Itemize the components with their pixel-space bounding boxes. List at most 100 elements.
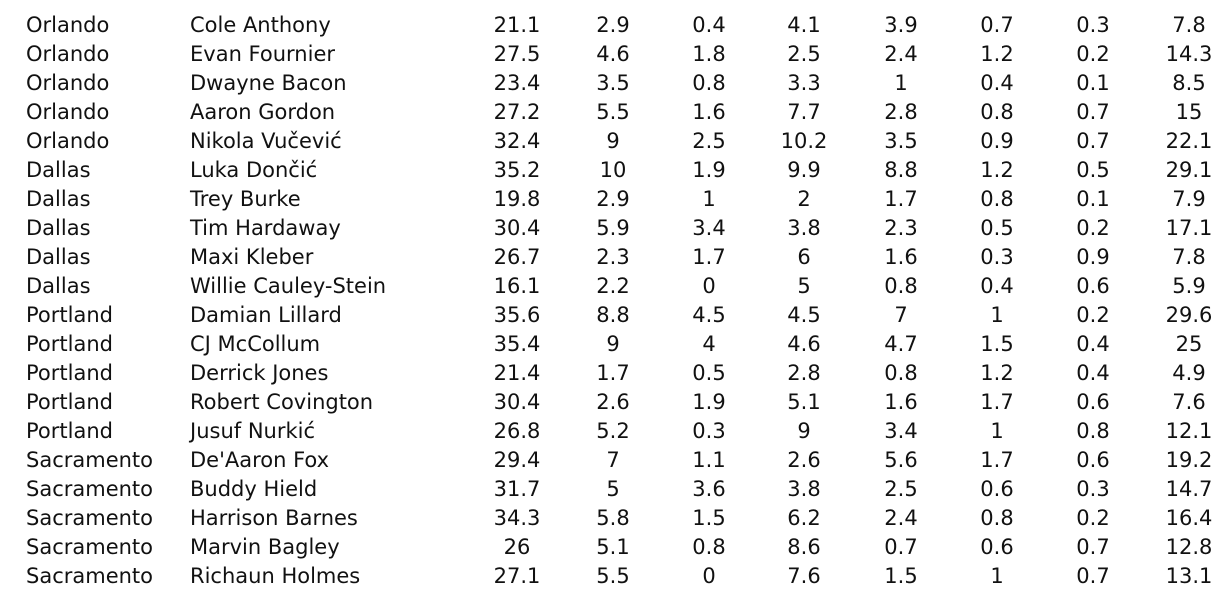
stat-cell: 3.5 <box>596 71 630 95</box>
stat-cell: 30.4 <box>493 216 541 240</box>
stat-cell: 1.9 <box>692 158 726 182</box>
stat-cell: 0.6 <box>1076 274 1110 298</box>
stat-cell: 12.1 <box>1165 419 1213 443</box>
stat-cell: 8.5 <box>1172 71 1206 95</box>
table-row: Portland Damian Lillard 35.6 8.8 4.5 4.5 7 1 0.2… <box>0 301 1221 330</box>
stat-cell: 31.7 <box>493 477 541 501</box>
stat-cell: 30.4 <box>493 390 541 414</box>
team-cell: Sacramento <box>26 506 154 530</box>
stat-cell: 5 <box>797 274 811 298</box>
stat-cell: 2 <box>797 187 811 211</box>
stat-cell: 0 <box>702 564 716 588</box>
stat-cell: 1 <box>990 303 1004 327</box>
stat-cell: 0.6 <box>980 477 1014 501</box>
stat-cell: 32.4 <box>493 129 541 153</box>
stat-cell: 19.8 <box>493 187 541 211</box>
table-row: Dallas Tim Hardaway 30.4 5.9 3.4 3.8 2.3 0.5 0.2… <box>0 214 1221 243</box>
stat-cell: 35.2 <box>493 158 541 182</box>
stat-cell: 29.1 <box>1165 158 1213 182</box>
stat-cell: 7.6 <box>787 564 821 588</box>
stat-cell: 7.9 <box>1172 187 1206 211</box>
stat-cell: 7.6 <box>1172 390 1206 414</box>
stat-cell: 2.5 <box>692 129 726 153</box>
table-row: Portland Derrick Jones 21.4 1.7 0.5 2.8 0.8 1.2… <box>0 359 1221 388</box>
player-cell: Richaun Holmes <box>190 564 361 588</box>
player-cell: Buddy Hield <box>190 477 318 501</box>
stat-cell: 0.4 <box>980 274 1014 298</box>
stat-cell: 9 <box>606 129 620 153</box>
stat-cell: 35.6 <box>493 303 541 327</box>
table-row: Dallas Luka Dončić 35.2 10 1.9 9.9 8.8 1.2 0.5 29… <box>0 156 1221 185</box>
player-cell: Harrison Barnes <box>190 506 358 530</box>
player-cell: Luka Dončić <box>190 158 318 182</box>
stat-cell: 0.3 <box>692 419 726 443</box>
stat-cell: 0.3 <box>1076 477 1110 501</box>
stat-cell: 5.9 <box>596 216 630 240</box>
table-row: Sacramento Marvin Bagley 26 5.1 0.8 8.6 0.7 0.6… <box>0 533 1221 562</box>
stat-cell: 5.5 <box>596 100 630 124</box>
stat-cell: 3.8 <box>787 477 821 501</box>
table-row: Orlando Evan Fournier 27.5 4.6 1.8 2.5 2.4 1.2 0… <box>0 40 1221 69</box>
player-cell: Evan Fournier <box>190 42 336 66</box>
player-cell: Marvin Bagley <box>190 535 340 559</box>
stat-cell: 0.7 <box>1076 100 1110 124</box>
player-cell: De'Aaron Fox <box>190 448 330 472</box>
stat-cell: 4.5 <box>692 303 726 327</box>
stat-cell: 10 <box>599 158 627 182</box>
stat-cell: 0.2 <box>1076 216 1110 240</box>
player-cell: Robert Covington <box>190 390 374 414</box>
stat-cell: 0.7 <box>1076 564 1110 588</box>
stats-table: Orlando Cole Anthony 21.1 2.9 0.4 4.1 3.9 0.7 0.… <box>0 11 1221 591</box>
stat-cell: 2.5 <box>884 477 918 501</box>
stat-cell: 1.9 <box>692 390 726 414</box>
team-cell: Dallas <box>26 158 91 182</box>
stat-cell: 1.2 <box>980 158 1014 182</box>
player-cell: Cole Anthony <box>190 13 331 37</box>
stat-cell: 3.9 <box>884 13 918 37</box>
stat-cell: 15 <box>1175 100 1203 124</box>
team-cell: Portland <box>26 419 113 443</box>
stat-cell: 0.9 <box>1076 245 1110 269</box>
stat-cell: 16.4 <box>1165 506 1213 530</box>
stat-cell: 10.2 <box>780 129 828 153</box>
stat-cell: 34.3 <box>493 506 541 530</box>
stat-cell: 0.7 <box>1076 535 1110 559</box>
stat-cell: 1.6 <box>692 100 726 124</box>
stat-cell: 16.1 <box>493 274 541 298</box>
stat-cell: 0.1 <box>1076 71 1110 95</box>
team-cell: Orlando <box>26 13 110 37</box>
stat-cell: 0.2 <box>1076 506 1110 530</box>
team-cell: Dallas <box>26 245 91 269</box>
stat-cell: 1.2 <box>980 361 1014 385</box>
table-row: Sacramento Buddy Hield 31.7 5 3.6 3.8 2.5 0.6 0.… <box>0 475 1221 504</box>
stat-cell: 0.8 <box>884 361 918 385</box>
stat-cell: 2.3 <box>884 216 918 240</box>
stat-cell: 1.8 <box>692 42 726 66</box>
stat-cell: 0.7 <box>1076 129 1110 153</box>
stat-cell: 0 <box>702 274 716 298</box>
stat-cell: 0.5 <box>980 216 1014 240</box>
stat-cell: 0.4 <box>692 13 726 37</box>
stat-cell: 8.6 <box>787 535 821 559</box>
team-cell: Sacramento <box>26 477 154 501</box>
team-cell: Portland <box>26 332 113 356</box>
table-row: Portland CJ McCollum 35.4 9 4 4.6 4.7 1.5 0.4 25 <box>0 330 1221 359</box>
stat-cell: 0.6 <box>980 535 1014 559</box>
stat-cell: 1.7 <box>692 245 726 269</box>
player-cell: Damian Lillard <box>190 303 342 327</box>
stat-cell: 0.8 <box>884 274 918 298</box>
stat-cell: 4 <box>702 332 716 356</box>
team-cell: Dallas <box>26 216 91 240</box>
team-cell: Portland <box>26 303 113 327</box>
stat-cell: 0.8 <box>980 100 1014 124</box>
stat-cell: 2.9 <box>596 187 630 211</box>
player-cell: Aaron Gordon <box>190 100 336 124</box>
stat-cell: 2.6 <box>787 448 821 472</box>
table-row: Portland Robert Covington 30.4 2.6 1.9 5.1 1.6… <box>0 388 1221 417</box>
table-row: Dallas Willie Cauley-Stein 16.1 2.2 0 5 0.8 0.4… <box>0 272 1221 301</box>
stat-cell: 5.1 <box>596 535 630 559</box>
stat-cell: 1.7 <box>980 390 1014 414</box>
stat-cell: 3.5 <box>884 129 918 153</box>
stat-cell: 5.5 <box>596 564 630 588</box>
table-row: Orlando Nikola Vučević 32.4 9 2.5 10.2 3.5 0.9 0… <box>0 127 1221 156</box>
